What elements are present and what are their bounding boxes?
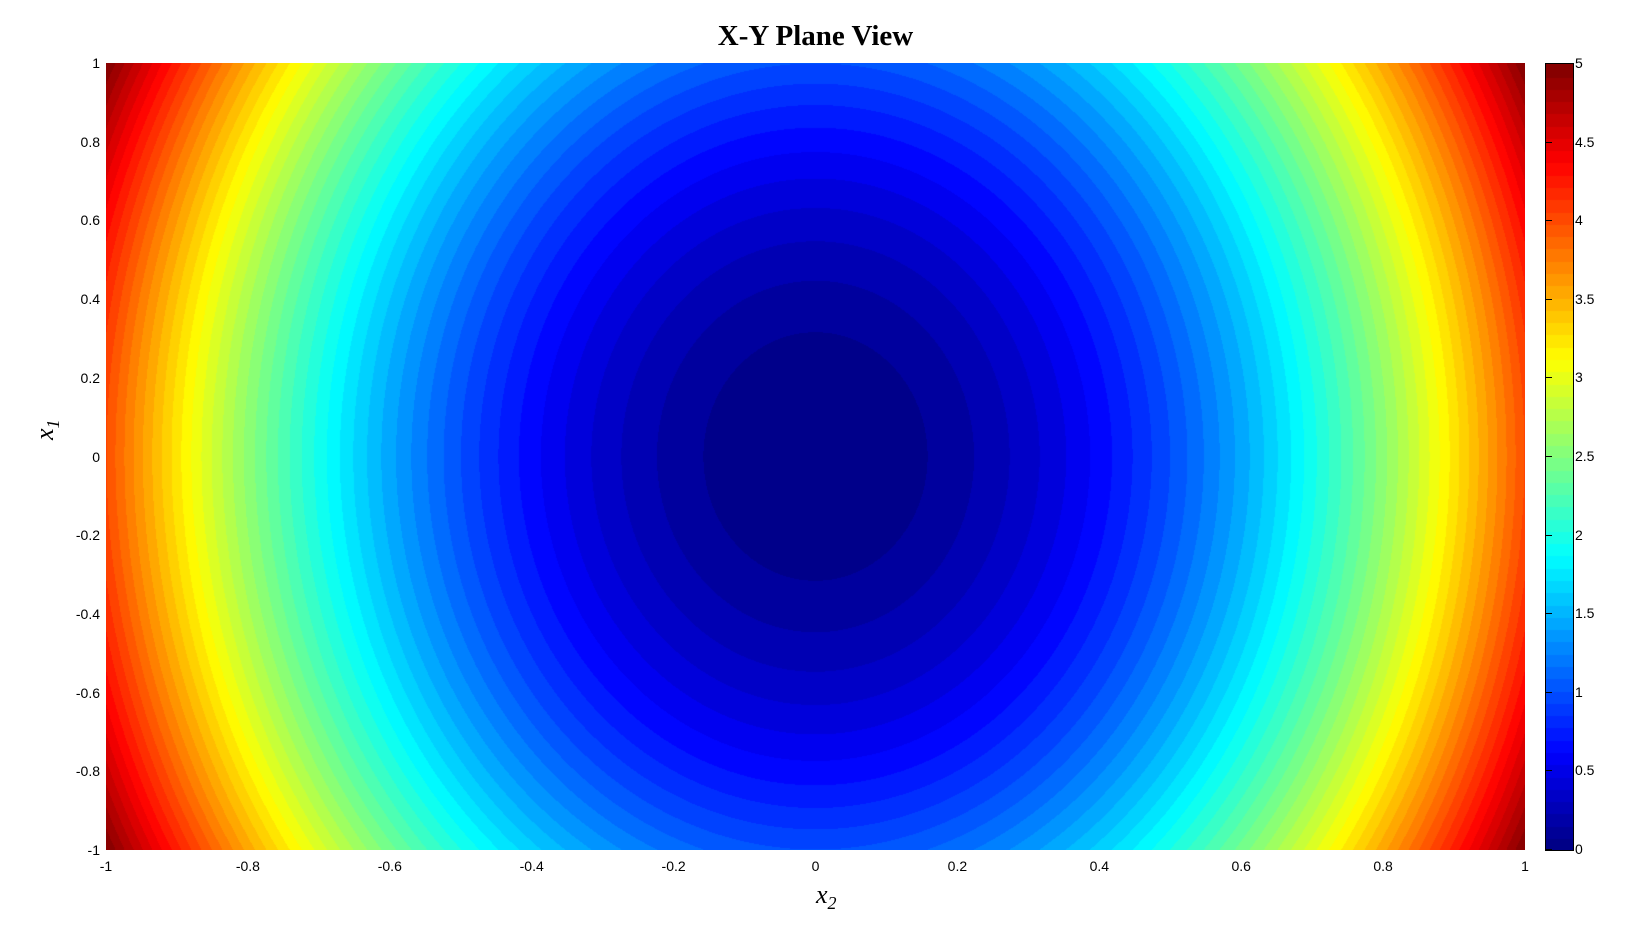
y-axis-label: x1: [30, 419, 64, 440]
y-tick-label: 0.6: [80, 212, 100, 229]
colorbar-tick-mark: [1546, 220, 1552, 222]
y-tick-label: -0.4: [75, 605, 100, 622]
colorbar-tick-mark: [1546, 691, 1552, 693]
x-tick-label: 0.2: [947, 858, 968, 874]
x-tick-label: -0.2: [661, 858, 686, 874]
y-tick-label: -0.6: [75, 684, 100, 701]
colorbar-tick-mark: [1546, 534, 1552, 536]
colorbar-tick-mark: [1546, 63, 1552, 64]
colorbar-tick-label: 2: [1575, 526, 1583, 543]
y-tick-label: 0.4: [80, 291, 100, 308]
colorbar-tick-label: 4: [1575, 212, 1583, 229]
colorbar-tick-mark: [1546, 377, 1552, 379]
x-tick-label: 0.4: [1089, 858, 1110, 874]
colorbar-tick-mark: [1546, 770, 1552, 772]
colorbar-tick-label: 5: [1575, 55, 1583, 71]
colorbar-tick-label: 4.5: [1575, 133, 1595, 150]
y-tick-label: 1: [92, 55, 100, 71]
x-axis-label: x2: [816, 880, 837, 914]
colorbar-tick-label: 2.5: [1575, 448, 1595, 464]
x-tick-label: 0.6: [1231, 858, 1251, 874]
colorbar-tick-label: 0.5: [1575, 762, 1595, 779]
colorbar-tick-label: 1.5: [1575, 605, 1595, 622]
colorbar: [1545, 63, 1574, 851]
colorbar-tick-mark: [1546, 298, 1552, 300]
colorbar-tick-label: 3.5: [1575, 290, 1595, 307]
x-tick-label: -1: [99, 858, 113, 874]
y-axis-label-subscript: 1: [43, 419, 64, 429]
colorbar-tick-mark: [1546, 141, 1552, 143]
y-axis-label-text: x: [30, 428, 59, 440]
x-tick-label: 0: [811, 858, 820, 874]
x-tick-label: -0.8: [235, 858, 260, 874]
colorbar-tick-label: 0: [1575, 841, 1583, 857]
colorbar-tick-mark: [1546, 456, 1552, 457]
x-axis-label-subscript: 2: [827, 893, 837, 914]
y-tick-label: 0: [92, 448, 100, 465]
colorbar-tick-label: 3: [1575, 369, 1583, 386]
y-tick-label: 0.2: [80, 369, 100, 386]
colorbar-tick-mark: [1546, 613, 1552, 615]
y-tick-label: -0.2: [75, 527, 100, 544]
x-axis-label-text: x: [816, 880, 828, 909]
x-tick-label: -0.4: [519, 858, 544, 874]
y-tick-label: -0.8: [75, 763, 100, 780]
x-tick-label: -0.6: [377, 858, 402, 874]
colorbar-tick-mark: [1546, 849, 1552, 850]
colorbar-tick-label: 1: [1575, 683, 1583, 700]
y-tick-label: 0.8: [80, 133, 100, 150]
chart-title: X-Y Plane View: [717, 20, 914, 52]
x-tick-label: 1: [1521, 858, 1529, 874]
y-tick-label: -1: [87, 842, 100, 858]
heatmap-plot-area: [106, 63, 1525, 850]
x-tick-label: 0.8: [1373, 858, 1393, 874]
